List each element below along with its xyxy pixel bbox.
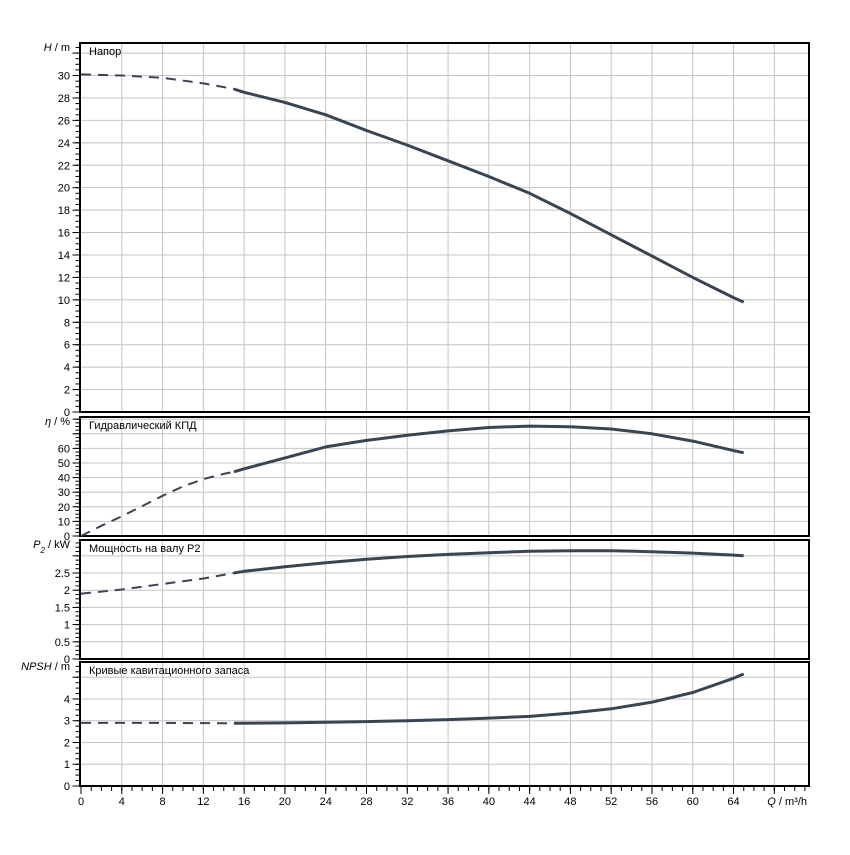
y-tick-label: 14 [58,250,70,262]
y-axis-caption: η / % [45,416,70,428]
y-tick-label: 18 [58,205,70,217]
y-axis-caption: NPSH / m [21,661,70,673]
y-tick-label: 1 [64,620,70,632]
chart-border [80,417,809,536]
x-tick-label: 20 [279,796,291,808]
x-tick-label: 60 [687,796,699,808]
y-tick-label: 60 [58,443,70,455]
gridlines [81,540,809,659]
y-tick-label: 12 [58,272,70,284]
chart-title: Напор [89,46,121,58]
x-tick-label: 32 [401,796,413,808]
y-tick-label: 4 [64,362,70,374]
x-tick-label: 52 [605,796,617,808]
y-tick-label: 1 [64,759,70,771]
y-tick-label: 50 [58,458,70,470]
y-tick-label: 0 [64,781,70,793]
gridlines [81,43,809,412]
y-tick-label: 2 [64,585,70,597]
y-tick-label: 10 [58,295,70,307]
y-tick-label: 6 [64,340,70,352]
y-tick-label: 28 [58,93,70,105]
y-tick-label: 2 [64,385,70,397]
y-tick-label: 16 [58,228,70,240]
y-tick-label: 20 [58,183,70,195]
x-tick-label: 16 [238,796,250,808]
y-tick-label: 10 [58,516,70,528]
y-tick-label: 40 [58,473,70,485]
chart-panel-3: 0 1 2 3 4 NPSH / m Кривые кавитационного запас… [21,661,809,793]
y-axis-caption: H / m [44,42,70,54]
x-tick-label: 12 [197,796,209,808]
x-tick-label: 44 [524,796,536,808]
efficiency-dashed-curve [81,472,234,536]
chart-title: Мощность на валу P2 [89,543,201,555]
y-tick-label: 3 [64,716,70,728]
chart-title: Гидравлический КПД [89,420,197,432]
x-tick-label: 24 [320,796,332,808]
x-tick-label: 8 [160,796,166,808]
x-tick-label: 28 [360,796,372,808]
x-tick-label: 0 [78,796,84,808]
y-tick-label: 8 [64,317,70,329]
x-tick-label: 56 [646,796,658,808]
y-tick-label: 24 [58,138,70,150]
x-axis-caption: Q / m³/h [767,796,807,808]
y-tick-label: 2.5 [55,568,70,580]
y-tick-label: 22 [58,160,70,172]
y-tick-label: 1.5 [55,602,70,614]
x-tick-label: 48 [564,796,576,808]
y-tick-label: 26 [58,115,70,127]
head-dashed-curve [81,74,234,89]
y-tick-label: 30 [58,71,70,83]
y-tick-label: 20 [58,502,70,514]
y-axis-caption: P2 / kW [33,539,70,555]
y-axis-ticks: 00.511.522.5 [55,543,80,666]
y-tick-label: 30 [58,487,70,499]
chart-border [80,540,809,659]
x-tick-label: 40 [483,796,495,808]
x-tick-label: 64 [727,796,739,808]
y-tick-label: 2 [64,737,70,749]
chart-title: Кривые кавитационного запаса [89,665,250,677]
y-axis-ticks: 0 1 2 3 4 [64,666,80,793]
y-tick-label: 0.5 [55,637,70,649]
x-tick-label: 4 [119,796,125,808]
x-tick-label: 36 [442,796,454,808]
gridlines [81,417,809,536]
y-tick-label: 4 [64,694,70,706]
